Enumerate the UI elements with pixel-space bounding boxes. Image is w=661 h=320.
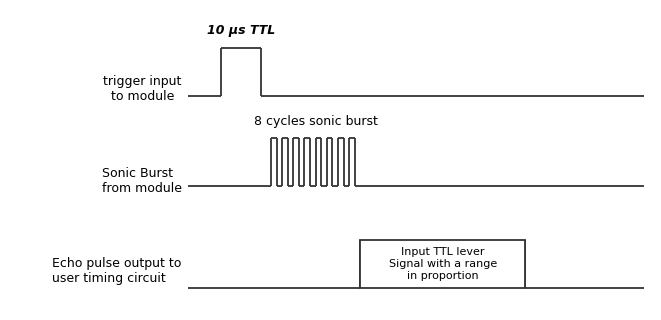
Text: 8 cycles sonic burst: 8 cycles sonic burst: [254, 115, 377, 128]
Text: trigger input
to module: trigger input to module: [103, 75, 182, 103]
Text: 10 μs TTL: 10 μs TTL: [207, 24, 276, 37]
Bar: [360, 240, 525, 288]
Text: Echo pulse output to
user timing circuit: Echo pulse output to user timing circuit: [52, 257, 182, 285]
Text: Input TTL lever
Signal with a range
in proportion: Input TTL lever Signal with a range in p…: [389, 247, 497, 281]
Text: Sonic Burst
from module: Sonic Burst from module: [102, 167, 182, 195]
